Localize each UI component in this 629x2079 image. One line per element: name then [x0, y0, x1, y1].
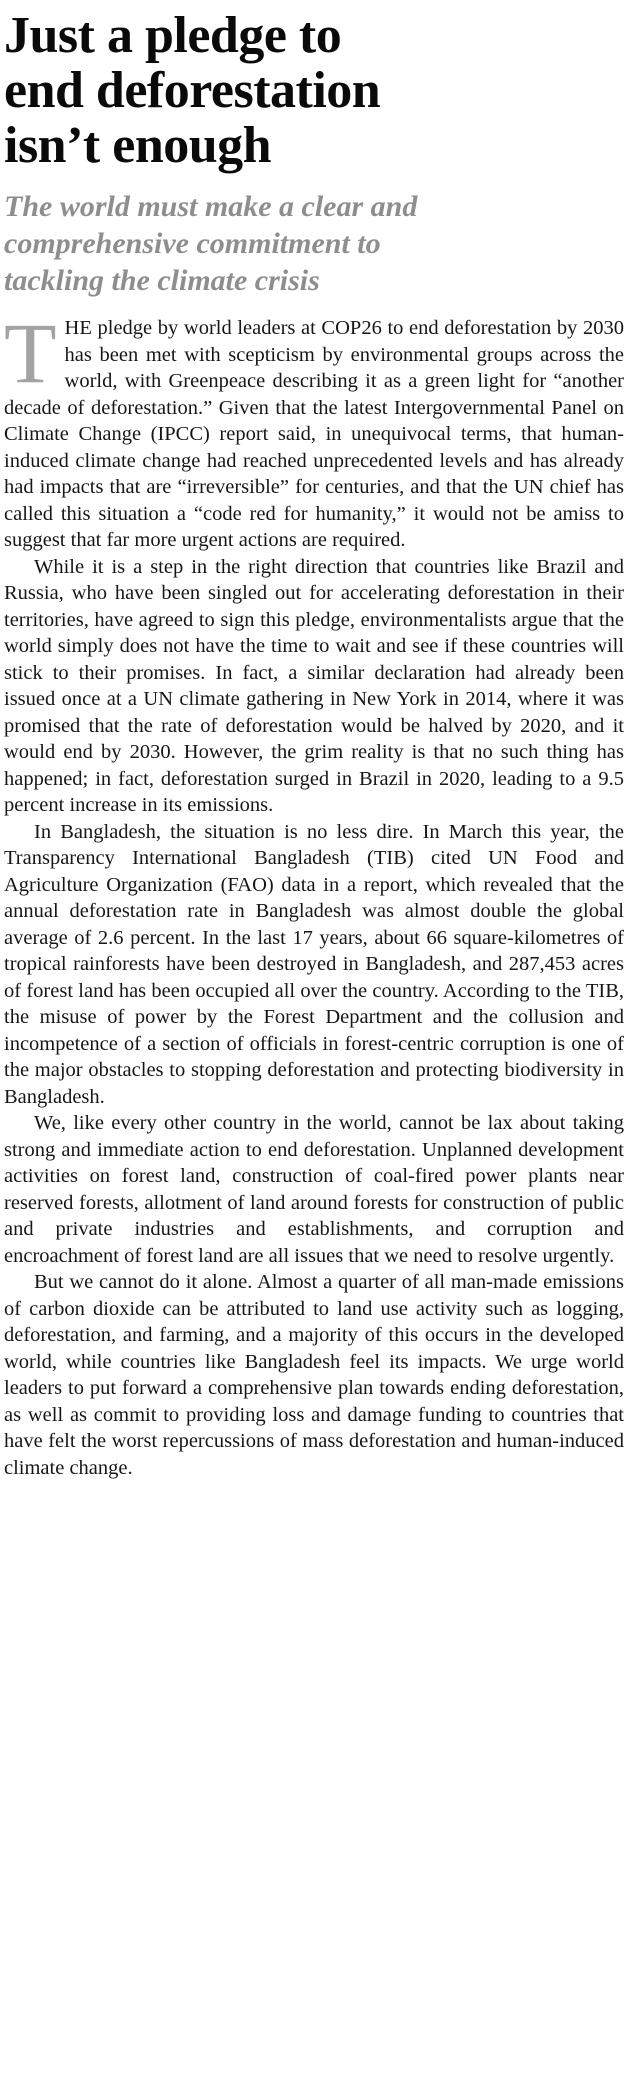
title-line: Just a pledge to	[4, 7, 342, 64]
subtitle-line: comprehensive commitment to	[4, 226, 381, 260]
title-line: isn’t enough	[4, 117, 272, 175]
paragraph: But we cannot do it alone. Almost a quar…	[4, 1271, 624, 1479]
paragraph: T HE pledge by world leaders at COP26 to …	[4, 305, 624, 554]
article-title: Just a pledge to end deforestation isn’t…	[4, 8, 624, 173]
title-line: end deforestation	[4, 62, 381, 120]
paragraph-text: HE pledge by world leaders at COP26 to e…	[4, 317, 624, 552]
paragraph: While it is a step in the right directio…	[4, 555, 624, 817]
article-body: T HE pledge by world leaders at COP26 to …	[4, 305, 624, 1481]
paragraph: In Bangladesh, the situation is no less …	[4, 820, 624, 1108]
subtitle-line: tackling the climate crisis	[4, 263, 320, 297]
paragraph: We, like every other country in the worl…	[4, 1112, 624, 1267]
article: Just a pledge to end deforestation isn’t…	[4, 8, 624, 1481]
subtitle-line: The world must make a clear and	[4, 190, 418, 224]
drop-cap: T	[4, 305, 57, 402]
article-subtitle: The world must make a clear and comprehe…	[4, 189, 624, 299]
